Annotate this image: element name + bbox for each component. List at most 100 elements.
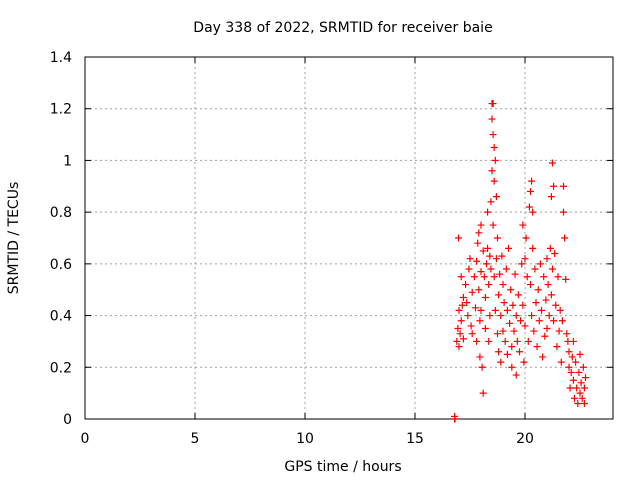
data-point [521,322,529,330]
data-point [539,353,547,361]
data-point [459,335,467,343]
data-point [516,348,523,356]
x-tick-label: 0 [81,431,90,447]
data-point [547,193,555,201]
data-point [538,306,545,314]
data-point [509,301,517,309]
data-point [525,203,533,211]
data-point [578,394,586,402]
data-point [558,317,566,325]
data-point [514,291,522,299]
y-tick-label: 0.2 [50,360,72,376]
x-tick-label: 20 [516,431,534,447]
x-tick-label: 10 [296,431,314,447]
data-point [532,299,540,307]
data-point [490,144,498,151]
data-point [495,348,503,356]
data-point [486,252,494,260]
data-point [484,244,492,252]
data-point [468,288,476,296]
data-point [488,115,496,123]
data-point [467,322,475,330]
data-point [453,337,461,345]
data-point [457,273,465,281]
data-point [554,273,562,281]
x-tick-label: 15 [406,431,424,447]
data-point [484,208,492,216]
data-point [562,275,570,283]
data-point [490,177,498,185]
data-point [567,368,575,376]
x-axis-label: GPS time / hours [284,459,401,475]
data-point [555,327,563,335]
data-point [528,177,536,185]
data-point [553,343,561,351]
plot-frame [84,56,614,420]
chart-title: Day 338 of 2022, SRMTID for receiver bai… [193,20,492,36]
data-point [494,234,501,242]
data-point [451,415,459,423]
data-point [465,265,473,273]
data-point [534,286,542,294]
data-point [480,273,488,281]
data-point [489,100,497,108]
data-point [476,317,484,325]
data-point [508,363,516,371]
data-point [478,363,486,371]
data-point [474,239,482,247]
data-point [485,281,493,289]
data-point [506,319,514,327]
data-point [565,363,573,371]
data-point [492,193,500,201]
data-point [523,273,531,281]
data-point [457,317,465,325]
data-point [574,399,582,407]
data-point [542,296,550,304]
data-point [520,358,528,366]
data-point [455,306,463,314]
data-point [543,325,551,332]
data-point [491,306,499,314]
x-tick-label: 5 [191,431,200,447]
data-point [475,229,483,237]
data-point [491,156,499,164]
data-point [521,255,529,263]
data-point [543,255,551,263]
data-point [517,317,525,325]
data-point [512,312,520,320]
data-point [463,299,471,307]
data-point [488,167,496,175]
data-point [556,306,564,314]
data-point [496,270,504,278]
data-point [527,281,534,289]
data-point [498,252,506,260]
data-point [563,330,571,338]
data-point [524,337,532,345]
data-point [577,379,585,387]
data-point [519,221,527,229]
data-point [541,332,549,340]
data-point [486,312,494,320]
data-point [560,182,567,190]
data-point [513,337,521,345]
data-point [507,286,515,294]
y-tick-label: 1.2 [50,102,72,118]
data-point [497,312,505,320]
data-point [546,244,554,252]
data-point [549,265,556,273]
data-point [499,327,507,335]
data-point [582,374,589,382]
data-point [580,399,588,407]
y-tick-label: 1.4 [50,50,72,66]
data-point [561,234,569,242]
data-point [549,159,556,167]
y-tick-label: 0.8 [50,205,72,221]
data-point [490,273,498,281]
data-point [483,260,490,268]
data-point [456,330,464,338]
data-point [550,317,558,325]
data-point [477,268,485,276]
data-point [557,358,565,366]
data-point [528,312,536,320]
data-point [575,368,583,376]
